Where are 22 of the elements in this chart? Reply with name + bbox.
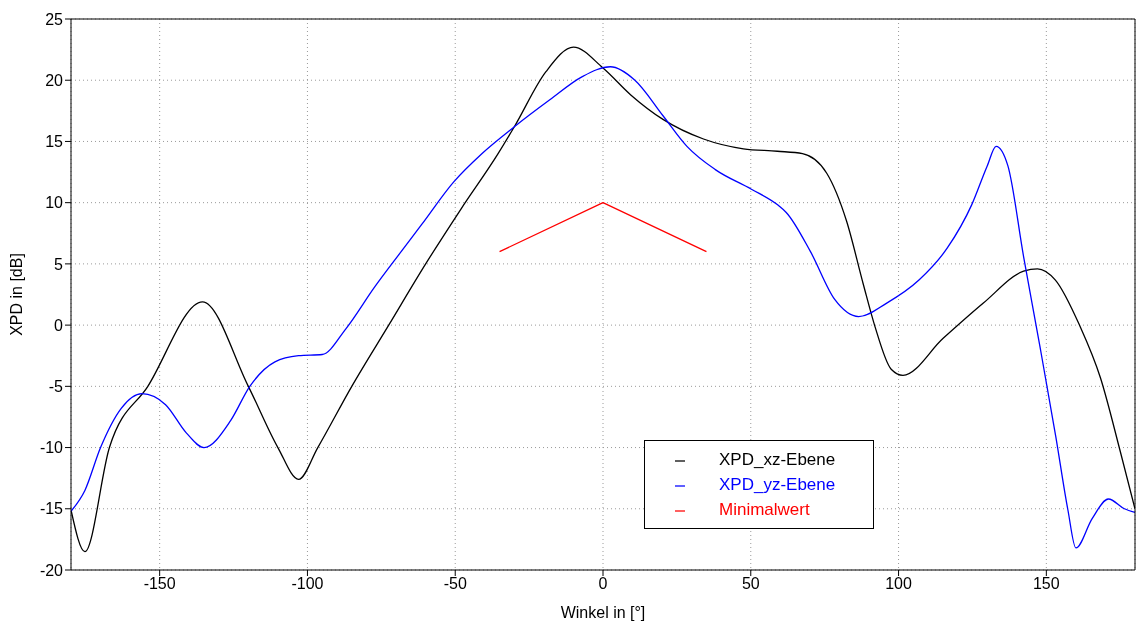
x-tick-label: -50 [443, 575, 467, 593]
x-tick-label: 0 [598, 575, 608, 593]
y-tick-label: -15 [39, 500, 64, 518]
x-tick-label: 100 [885, 575, 912, 593]
y-tick-label: 20 [45, 71, 64, 89]
x-tick-label: 150 [1032, 575, 1060, 593]
x-tick-label: 50 [741, 575, 760, 593]
x-tick-label: -100 [291, 575, 324, 593]
x-axis-title: Winkel in [°] [560, 604, 646, 621]
y-tick-label: 25 [45, 10, 64, 28]
y-axis-title: XPD in [dB] [7, 253, 25, 336]
x-tick-label: -150 [143, 575, 176, 593]
y-tick-label: 5 [54, 255, 64, 273]
legend-label: Minimalwert [719, 500, 810, 519]
legend-label: XPD_yz-Ebene [719, 475, 836, 494]
y-tick-label: -20 [39, 561, 64, 579]
y-tick-label: 10 [45, 194, 64, 212]
y-tick-label: -5 [48, 378, 64, 396]
y-tick-label: 15 [45, 133, 64, 151]
legend-label: XPD_xz-Ebene [719, 450, 836, 469]
y-tick-label: 0 [54, 316, 64, 334]
y-tick-label: -10 [39, 439, 64, 457]
